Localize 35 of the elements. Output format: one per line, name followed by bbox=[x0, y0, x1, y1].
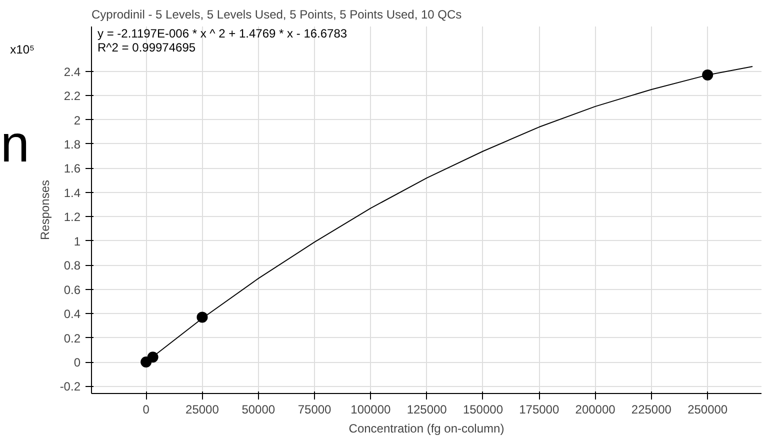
point bbox=[702, 69, 714, 80]
y-tick-label: 0.2 bbox=[64, 331, 81, 346]
y-tick-label: 1.2 bbox=[64, 210, 81, 224]
y-tick-label: 0.8 bbox=[64, 258, 81, 273]
x-tick-label: 25000 bbox=[186, 402, 220, 416]
x-tick-label: 100000 bbox=[350, 402, 392, 416]
y-tick-label: 1.6 bbox=[64, 162, 81, 176]
x-tick-label: 175000 bbox=[519, 402, 560, 416]
x-tick-label: 150000 bbox=[462, 402, 504, 416]
x-tick-label: 125000 bbox=[406, 402, 448, 416]
x-tick-label: 0 bbox=[142, 402, 150, 416]
point bbox=[147, 352, 158, 363]
x-tick-label: 75000 bbox=[298, 402, 332, 416]
y-tick-label: 1 bbox=[74, 234, 81, 248]
x-tick-label: 250000 bbox=[688, 402, 728, 416]
y-tick-label: 0.4 bbox=[64, 307, 81, 322]
y-axis-title: Responses bbox=[38, 180, 52, 240]
chart-title: Cyprodinil - 5 Levels, 5 Levels Used, 5 Points, 5 Points Used, 10 QCs bbox=[92, 8, 462, 22]
y-tick-label: -0.2 bbox=[60, 380, 81, 394]
y-tick-label: 2.2 bbox=[64, 89, 81, 104]
annotation: y = -2.1197E-006 * x ^ 2 + 1.4769 * x - 16.6783 bbox=[98, 26, 348, 40]
text: n bbox=[0, 115, 30, 174]
y-tick-label: 0.6 bbox=[64, 282, 81, 297]
x-tick-label: 225000 bbox=[631, 402, 672, 416]
y-tick-label: 2 bbox=[74, 113, 81, 128]
y-tick-label: 0 bbox=[74, 356, 81, 370]
y-tick-label: 2.4 bbox=[64, 64, 81, 79]
y-tick-label: 1.4 bbox=[64, 186, 81, 200]
y-tick-label: 1.8 bbox=[64, 137, 81, 152]
x-tick-label: 200000 bbox=[575, 402, 616, 416]
x-tick-label: 50000 bbox=[242, 402, 276, 416]
point bbox=[196, 312, 208, 323]
annotation: R^2 = 0.99974695 bbox=[98, 40, 196, 54]
text: x10⁵ bbox=[10, 42, 35, 56]
x-axis-title: Concentration (fg on-column) bbox=[348, 422, 504, 436]
